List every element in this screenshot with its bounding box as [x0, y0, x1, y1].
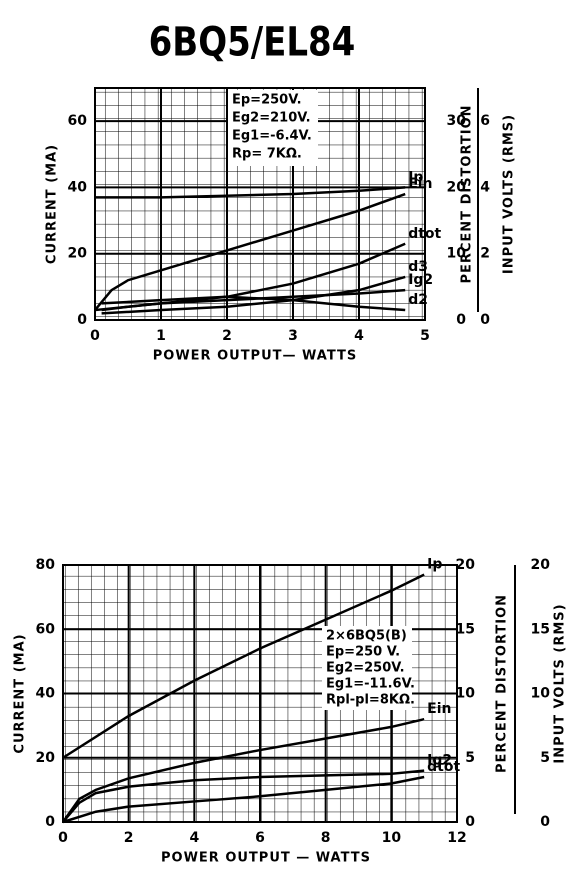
y-tick-label: 40	[36, 686, 56, 702]
series-label: dtot	[408, 226, 441, 242]
y3-tick-label: 15	[531, 621, 550, 637]
y3-tick-label: 20	[531, 557, 551, 573]
series-label: dtot	[427, 759, 460, 775]
y2-tick-label: 5	[465, 750, 475, 766]
annotation-box	[322, 626, 412, 710]
series-line	[62, 775, 425, 824]
series-line	[95, 186, 406, 199]
y3-tick-label: 6	[480, 113, 490, 129]
x-tick-label: 6	[255, 830, 265, 846]
annotation: Rpl-pl=8KΩ.	[326, 693, 415, 708]
y3-tick-label: 4	[480, 179, 490, 195]
x-tick-label: 10	[382, 830, 402, 846]
series-label: Ein	[408, 176, 432, 192]
y3-axis-label: INPUT VOLTS (RMS)	[553, 603, 568, 763]
series-label: Ip	[408, 169, 423, 185]
x-tick-label: 5	[420, 328, 430, 344]
y-tick-label: 0	[77, 312, 87, 328]
series-label: Ein	[427, 701, 451, 717]
series-line	[61, 717, 425, 823]
series-label: Ig2	[427, 753, 452, 769]
annotation: Eg2=210V.	[232, 111, 311, 126]
y3-tick-label: 5	[540, 750, 550, 766]
x-tick-label: 4	[354, 328, 364, 344]
annotation: Eg1=-6.4V.	[232, 129, 312, 144]
annotation: Rp= 7KΩ.	[232, 147, 302, 162]
annotation: Ep=250 V.	[326, 645, 400, 660]
y2-tick-label: 0	[465, 814, 475, 830]
x-tick-label: 0	[90, 328, 100, 344]
series-line	[62, 769, 425, 823]
series-line	[101, 295, 406, 312]
y2-axis-label: PERCENT DISTORTION	[460, 104, 475, 283]
series-label: d2	[408, 292, 428, 308]
series-label: Ig2	[408, 272, 433, 288]
x-axis-label: POWER OUTPUT— WATTS	[153, 349, 358, 364]
x-tick-label: 0	[58, 830, 68, 846]
y3-axis-label: INPUT VOLTS (RMS)	[502, 114, 517, 274]
y-tick-label: 20	[68, 246, 88, 262]
y-tick-label: 60	[36, 621, 56, 637]
y2-tick-label: 20	[447, 179, 467, 195]
annotation: Eg1=-11.6V.	[326, 677, 415, 692]
y3-tick-label: 10	[531, 686, 551, 702]
x-tick-label: 4	[189, 830, 199, 846]
y2-tick-label: 15	[456, 621, 475, 637]
y3-tick-label: 0	[540, 814, 550, 830]
y3-tick-label: 2	[480, 246, 490, 262]
y3-tick-label: 0	[480, 312, 490, 328]
x-tick-label: 8	[321, 830, 331, 846]
x-tick-label: 2	[124, 830, 134, 846]
y-tick-label: 80	[36, 557, 56, 573]
series-line	[62, 573, 425, 759]
series-label: Ip	[427, 557, 442, 573]
annotation: Eg2=250V.	[326, 661, 405, 676]
y-tick-label: 20	[36, 750, 56, 766]
y2-tick-label: 0	[456, 312, 466, 328]
annotation: Ep=250V.	[232, 93, 302, 108]
y2-tick-label: 20	[456, 557, 476, 573]
x-tick-label: 2	[222, 328, 232, 344]
y2-tick-label: 10	[456, 686, 476, 702]
x-tick-label: 3	[288, 328, 298, 344]
series-label: d3	[408, 259, 428, 275]
y-tick-label: 0	[45, 814, 55, 830]
y-tick-label: 60	[68, 113, 88, 129]
x-axis-label: POWER OUTPUT — WATTS	[161, 851, 371, 866]
series-line	[94, 192, 406, 311]
y2-tick-label: 10	[447, 246, 467, 262]
annotation-box	[228, 90, 318, 166]
y-axis-label: CURRENT (MA)	[13, 633, 28, 753]
series-line	[101, 275, 406, 315]
y-tick-label: 40	[68, 179, 88, 195]
x-tick-label: 12	[447, 830, 466, 846]
y2-axis-label: PERCENT DISTORTION	[495, 594, 510, 773]
page-title: 6BQ5/EL84	[149, 19, 356, 65]
x-tick-label: 1	[156, 328, 166, 344]
y-axis-label: CURRENT (MA)	[45, 144, 60, 264]
y2-tick-label: 30	[447, 113, 467, 129]
annotation: 2×6BQ5(B)	[326, 629, 407, 644]
